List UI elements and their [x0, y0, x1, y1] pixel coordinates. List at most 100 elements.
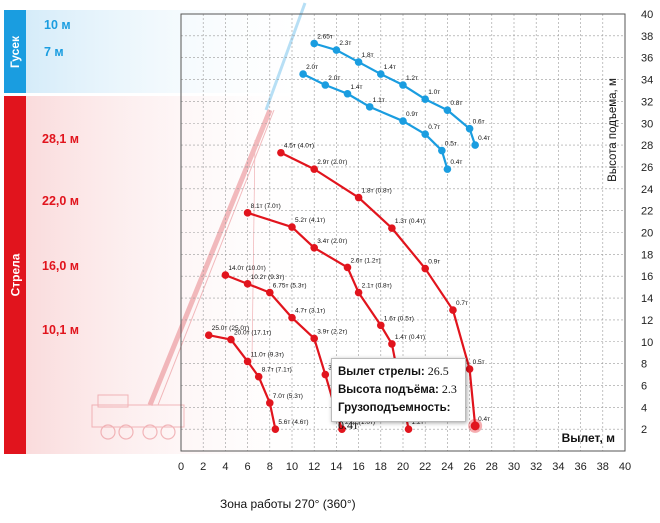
data-point [443, 106, 452, 114]
data-label: 4.7т (3.1т) [295, 308, 325, 315]
x-tick-label: 30 [508, 461, 520, 473]
data-label: 2.9т (2.0т) [317, 159, 347, 166]
data-label: 1.8т [362, 52, 374, 59]
data-point [343, 89, 352, 98]
data-point [288, 223, 296, 231]
tooltip-capacity-label: Грузоподъемность: [338, 402, 451, 414]
y-tick-label: 32 [641, 96, 653, 108]
jib-zone-title: Гусек [4, 10, 26, 93]
series-boom-2: 4.5т (4.0т) 2.9т (2.0т) 1.8т (0.8т) 1.3т (0… [277, 143, 490, 430]
y-tick-label: 36 [641, 53, 653, 65]
tooltip-reach-row: Вылет стрелы: 26.5 [338, 363, 459, 381]
crane-wheel [142, 424, 158, 440]
data-label: 0.5т [445, 141, 457, 148]
boom-level-label: 10,1 м [42, 323, 79, 337]
y-tick-label: 4 [641, 402, 647, 414]
data-point [338, 425, 346, 433]
crane-wheel [100, 424, 116, 440]
data-label: 1.6т (0.5т) [384, 315, 414, 322]
data-point [310, 39, 319, 48]
data-label: 3.9т (2.2т) [317, 328, 347, 335]
x-tick-label: 26 [463, 461, 475, 473]
data-label: 0.9т [406, 111, 418, 118]
boom-level-label: 28,1 м [42, 132, 79, 146]
data-point [266, 399, 274, 407]
data-point [321, 81, 330, 89]
data-label: 14.0т (10.0т) [228, 265, 265, 272]
x-tick-label: 22 [419, 461, 431, 473]
data-point [243, 209, 252, 217]
data-label: 2.1т (0.8т) [362, 283, 392, 290]
x-tick-label: 40 [619, 461, 631, 473]
data-label: 1.4т [384, 64, 396, 71]
x-tick-label: 32 [530, 461, 542, 473]
data-point [332, 46, 341, 54]
tooltip-height-label: Высота подъёма: [338, 384, 439, 396]
series-boom-5: 25.0т (25.0т)20.0т (17.1т) 11.0т (9.3т) 8.… [204, 325, 309, 433]
jib-level-label: 10 м [44, 18, 71, 32]
data-point [438, 146, 446, 155]
y-tick-label: 12 [641, 315, 653, 327]
data-point [449, 306, 457, 314]
data-point [377, 70, 385, 78]
x-tick-label: 6 [245, 461, 251, 473]
x-tick-label: 10 [286, 461, 298, 473]
y-tick-label: 28 [641, 140, 653, 152]
data-point [299, 70, 307, 78]
x-tick-label: 36 [574, 461, 586, 473]
data-label: 0.5т [473, 359, 485, 366]
y-tick-label: 20 [641, 228, 653, 240]
chart-axes: 0 2 4 6 8 10 12 14 16 18 20 22 24 26 28 30 32 34 36 38 40246… [178, 9, 653, 473]
data-label: 2.0т [306, 64, 318, 71]
series-line [313, 42, 477, 146]
y-tick-label: 40 [641, 9, 653, 21]
data-label: 1.3т (0.4т) [395, 218, 425, 225]
data-label: 5.2т (4.1т) [295, 217, 325, 224]
series-jib-1: 2.0т 2.0т 1.4т 1.1т 0.9т 0.7т 0.5т 0.4т [299, 64, 462, 173]
tooltip-reach-value: 26.5 [427, 364, 449, 378]
data-point [443, 165, 452, 173]
tooltip-reach-label: Вылет стрелы: [338, 366, 425, 378]
data-tooltip: Вылет стрелы: 26.5 Высота подъёма: 2.3 Г… [331, 358, 466, 432]
data-label: 0.8т [450, 100, 462, 107]
y-axis-label: Высота подъема, м [607, 78, 619, 182]
data-point [310, 165, 319, 173]
x-tick-label: 14 [330, 461, 342, 473]
x-tick-label: 2 [200, 461, 206, 473]
series-jib-0: 2.65т 2.3т 1.8т 1.4т 1.2т 1.0т 0.8т 0.6т 0.4т [310, 33, 490, 149]
data-point [377, 321, 385, 330]
data-point [465, 365, 474, 373]
chart-grid [180, 13, 626, 452]
y-tick-label: 22 [641, 206, 653, 218]
data-label: 1.4т (0.4т) [395, 334, 425, 341]
y-tick-label: 34 [641, 75, 653, 87]
crane-jib [264, 2, 307, 111]
data-label: 0.4т [450, 159, 462, 166]
jib-level-label: 7 м [44, 45, 64, 59]
boom-zone-title: Стрела [4, 96, 26, 454]
data-point [343, 263, 352, 272]
y-tick-label: 8 [641, 359, 647, 371]
tooltip-height-row: Высота подъёма: 2.3 [338, 381, 459, 399]
x-tick-label: 28 [486, 461, 498, 473]
x-tick-label: 24 [441, 461, 453, 473]
boom-zone-title-text: Стрела [8, 253, 22, 297]
data-label: 0.6т [473, 119, 485, 126]
series-boom-3: 8.1т (7.0т) 5.2т (4.1т) 3.4т (2.0т) 2.6т (1… [243, 203, 425, 433]
data-label: 1.0т [428, 89, 440, 96]
data-label: 6.75т (5.3т) [273, 283, 307, 290]
y-tick-label: 10 [641, 337, 653, 349]
data-point [388, 224, 396, 232]
plot-frame [180, 13, 626, 452]
data-label: 20.0т (17.1т) [234, 330, 271, 337]
x-tick-label: 8 [267, 461, 273, 473]
data-point [310, 334, 319, 343]
data-point [399, 81, 407, 89]
data-point [421, 95, 430, 104]
highlight-point [470, 421, 480, 431]
data-label: 8.7т (7.1т) [262, 367, 292, 374]
data-point [421, 264, 430, 273]
x-tick-label: 38 [597, 461, 609, 473]
